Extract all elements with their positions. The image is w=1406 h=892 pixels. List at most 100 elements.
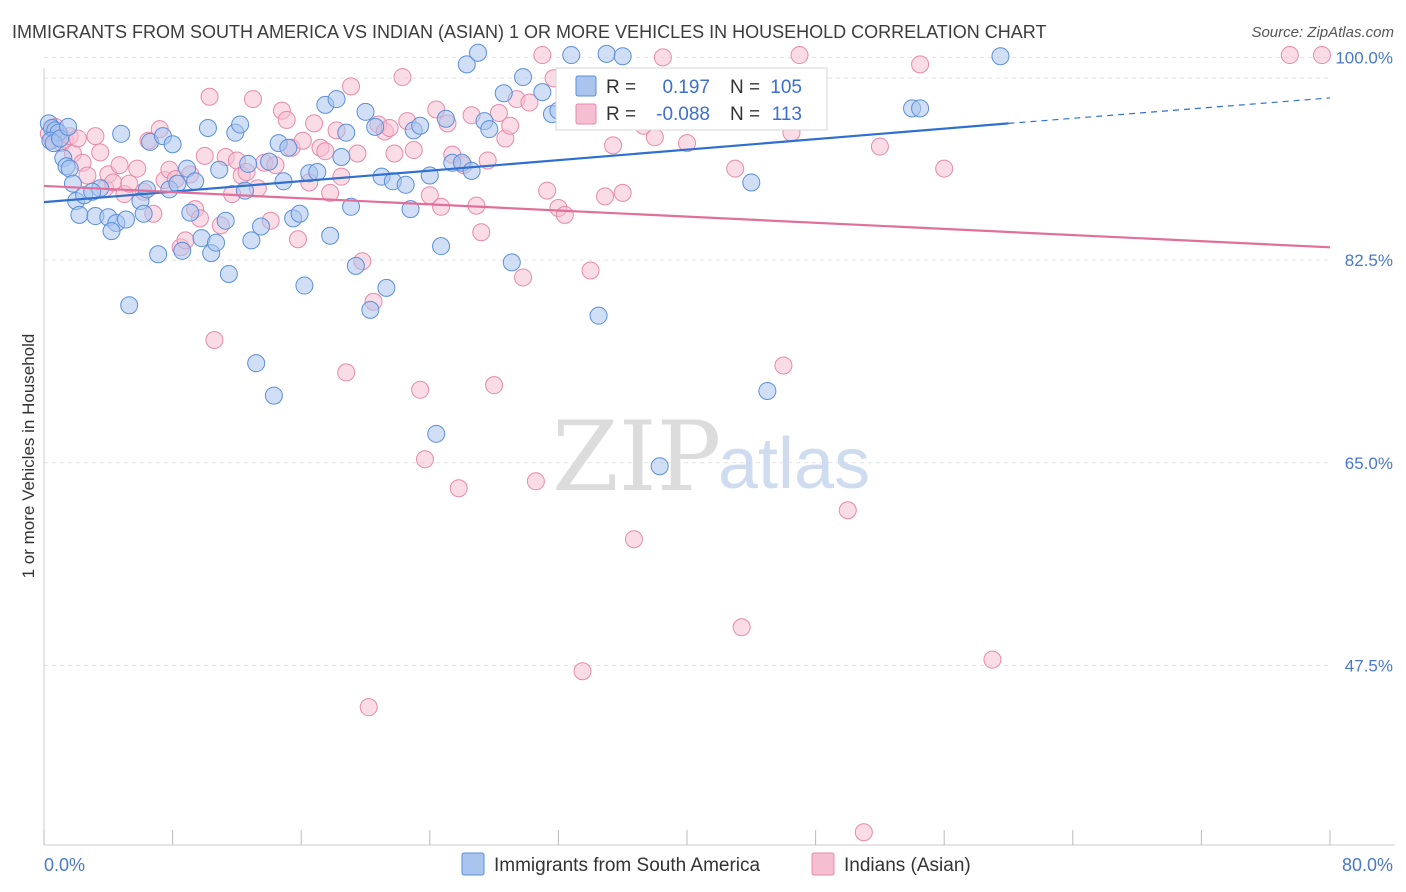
south-america-point-98 (758, 381, 777, 400)
south-america-point-81 (457, 55, 476, 74)
indians-asian-point-109 (732, 618, 751, 637)
indians-asian-point-71 (411, 380, 430, 399)
indians-asian-point-54 (316, 142, 335, 161)
trend-line-indians-asian (43, 184, 1331, 249)
south-america-point-77 (432, 237, 451, 256)
indians-asian-point-58 (337, 363, 356, 382)
trend-line-south-america-extension (1008, 97, 1331, 124)
south-america-point-62 (337, 123, 356, 142)
indians-asian-point-72 (415, 450, 434, 469)
legend-label-indians-asian: Indians (Asian) (844, 855, 971, 876)
south-america-point-55 (295, 276, 314, 295)
south-america-point-76 (427, 424, 446, 443)
south-america-point-52 (279, 138, 298, 157)
south-america-point-46 (247, 354, 266, 373)
indians-asian-point-70 (404, 141, 423, 160)
y-tick-label-1: 65.0% (1345, 454, 1393, 473)
south-america-point-74 (411, 116, 430, 135)
south-america-point-48 (260, 152, 279, 171)
south-america-point-95 (613, 47, 632, 66)
south-america-point-44 (239, 154, 258, 173)
indians-asian-point-67 (385, 144, 404, 163)
south-america-point-82 (462, 161, 481, 180)
indians-asian-point-102 (613, 183, 632, 202)
indians-asian-point-8 (68, 129, 87, 148)
indians-asian-point-116 (911, 55, 930, 74)
chart-title: IMMIGRANTS FROM SOUTH AMERICA VS INDIAN … (12, 22, 1047, 42)
y-tick-label-2: 82.5% (1345, 251, 1393, 270)
indians-asian-point-52 (305, 114, 324, 133)
chart-source: Source: ZipAtlas.com (1251, 24, 1394, 41)
south-america-point-59 (321, 226, 340, 245)
legend-r-label-b: R = (606, 104, 636, 125)
indians-asian-point-82 (472, 223, 491, 242)
south-america-point-25 (149, 245, 168, 264)
indians-asian-point-119 (1280, 46, 1299, 65)
indians-asian-point-47 (277, 110, 296, 129)
south-america-point-87 (502, 253, 521, 272)
south-america-point-88 (514, 68, 533, 87)
south-america-point-35 (198, 119, 217, 138)
legend-r-value-a: 0.197 (662, 77, 710, 98)
legend-key-south-america (461, 852, 485, 876)
south-america-point-101 (991, 47, 1010, 66)
legend-r-label-a: R = (606, 77, 636, 98)
south-america-point-104 (102, 222, 121, 241)
south-america-point-39 (216, 211, 235, 230)
south-america-point-72 (401, 200, 420, 219)
indians-asian-point-107 (678, 134, 696, 153)
trend-lines (43, 97, 1331, 249)
indians-asian-point-12 (91, 143, 110, 162)
south-america-point-60 (327, 90, 346, 109)
south-america-point-54 (290, 204, 309, 223)
south-america-point-32 (181, 203, 200, 222)
indians-asian-point-103 (624, 530, 643, 549)
indians-asian-point-100 (596, 187, 615, 206)
indians-asian-point-41 (243, 90, 262, 109)
south-america-point-23 (137, 180, 156, 199)
south-america-point-93 (589, 306, 608, 325)
indians-asian-point-89 (514, 268, 533, 287)
x-tick-label-min: 0.0% (44, 855, 85, 875)
watermark-zip: ZIP (552, 401, 721, 513)
indians-asian-point-49 (288, 230, 307, 249)
indians-asian-point-50 (293, 131, 312, 150)
south-america-point-30 (173, 241, 192, 260)
indians-asian-point-10 (78, 166, 97, 185)
south-america-point-69 (377, 278, 396, 297)
indians-asian-point-91 (526, 472, 545, 491)
indians-asian-point-34 (205, 330, 224, 349)
indians-asian-point-108 (726, 159, 745, 178)
indians-asian-point-62 (359, 698, 378, 717)
south-america-point-66 (361, 300, 380, 319)
south-america-point-100 (911, 99, 930, 118)
indians-asian-point-115 (870, 137, 889, 156)
series-south-america-points (39, 43, 1010, 476)
axes (43, 68, 1395, 846)
indians-asian-point-120 (1312, 46, 1331, 65)
south-america-point-42 (231, 115, 250, 134)
south-america-point-94 (597, 44, 616, 63)
south-america-point-57 (308, 163, 327, 182)
south-america-point-85 (480, 120, 499, 139)
indians-asian-point-92 (533, 46, 552, 65)
legend-r-value-b: -0.088 (656, 104, 710, 125)
south-america-point-86 (494, 84, 513, 103)
indians-asian-point-101 (604, 136, 623, 155)
south-america-point-31 (178, 159, 197, 178)
south-america-point-71 (396, 175, 415, 194)
south-america-point-89 (533, 83, 552, 102)
series-legend: Immigrants from South America Indians (A… (461, 852, 971, 876)
indians-asian-point-112 (790, 46, 809, 65)
watermark-atlas: atlas (718, 424, 870, 504)
indians-asian-point-55 (321, 183, 340, 202)
legend-n-value-a: 105 (770, 77, 802, 98)
south-america-point-45 (242, 231, 261, 250)
trend-line-south-america (43, 122, 1009, 204)
indians-asian-point-32 (195, 146, 214, 165)
indians-asian-point-84 (485, 376, 504, 395)
indians-asian-point-96 (555, 205, 574, 224)
indians-asian-point-78 (449, 479, 468, 498)
south-america-point-9 (60, 159, 79, 178)
